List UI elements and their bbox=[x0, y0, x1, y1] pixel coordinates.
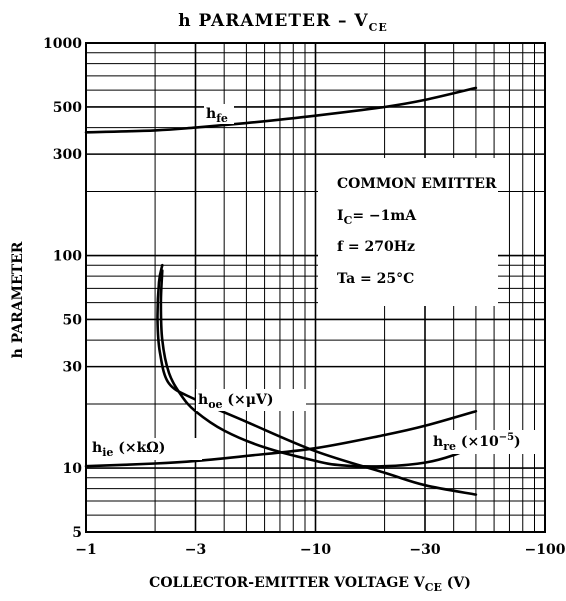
conditions-line2: IC= −1mA bbox=[337, 208, 417, 227]
x-tick-label: −1 bbox=[75, 542, 96, 558]
label-bg-hfe bbox=[204, 104, 234, 124]
x-tick-label: −3 bbox=[185, 542, 206, 558]
x-axis-label: COLLECTOR-EMITTER VOLTAGE VCE (V) bbox=[149, 575, 471, 594]
y-tick-label: 300 bbox=[53, 147, 82, 163]
x-axis-label-sub: CE bbox=[425, 581, 442, 594]
conditions-line3: f = 270Hz bbox=[337, 239, 415, 255]
label-hie-main: h bbox=[92, 440, 102, 456]
series-line-hre bbox=[159, 269, 478, 468]
series-labels: hfe hoe (×μV) hie (×kΩ) hre (×10−5) bbox=[90, 104, 542, 460]
x-axis-label-suffix: (V) bbox=[442, 575, 471, 591]
series-line-hoe bbox=[156, 263, 478, 496]
y-tick-label: 5 bbox=[72, 525, 82, 541]
label-hre-sub: re bbox=[443, 440, 456, 453]
x-tick-label: −30 bbox=[409, 542, 440, 558]
label-hoe-sub: oe bbox=[208, 398, 222, 411]
x-axis-label-main: COLLECTOR-EMITTER VOLTAGE V bbox=[149, 575, 426, 591]
y-tick-label: 10 bbox=[63, 461, 83, 477]
conditions-line1: COMMON EMITTER bbox=[337, 176, 497, 192]
label-hre-main: h bbox=[433, 434, 443, 450]
label-bg-hre bbox=[430, 430, 542, 454]
chart-title-sub: CE bbox=[369, 21, 388, 34]
label-bg-hoe bbox=[196, 389, 306, 411]
conditions-line2-main: I bbox=[337, 208, 344, 224]
label-hre-sup: −5 bbox=[499, 432, 514, 443]
y-tick-label: 50 bbox=[63, 312, 83, 328]
y-tick-label: 100 bbox=[53, 249, 82, 265]
label-hoe-rest: (×μV) bbox=[223, 392, 274, 408]
y-tick-labels: 5 10 30 50 100 300 500 1000 bbox=[43, 36, 82, 541]
x-tick-label: −100 bbox=[525, 542, 566, 558]
label-hfe: hfe bbox=[206, 106, 228, 125]
label-hie-sub: ie bbox=[102, 446, 113, 459]
y-tick-label: 1000 bbox=[43, 36, 82, 52]
label-hfe-main: h bbox=[206, 106, 216, 122]
label-hoe-main: h bbox=[198, 392, 208, 408]
y-tick-label: 500 bbox=[53, 100, 82, 116]
conditions-line2-rest: = −1mA bbox=[352, 208, 417, 224]
conditions-line2-sub: C bbox=[344, 214, 353, 227]
label-hre-rest: (×10 bbox=[456, 434, 499, 450]
label-hoe: hoe (×μV) bbox=[198, 392, 274, 411]
label-hie-rest: (×kΩ) bbox=[113, 440, 165, 456]
conditions-box bbox=[318, 158, 498, 306]
x-tick-labels: −1 −3 −10 −30 −100 bbox=[75, 542, 565, 558]
series-group bbox=[84, 86, 478, 496]
plot-frame bbox=[85, 42, 546, 533]
x-tick-label: −10 bbox=[300, 542, 331, 558]
label-bg-hie bbox=[90, 438, 202, 460]
chart-title: h PARAMETER – VCE bbox=[178, 11, 388, 34]
label-hfe-sub: fe bbox=[216, 112, 228, 125]
y-axis-label: h PARAMETER bbox=[10, 241, 26, 358]
series-line-hfe bbox=[84, 86, 478, 134]
y-tick-label: 30 bbox=[63, 360, 83, 376]
label-hie: hie (×kΩ) bbox=[92, 440, 165, 459]
chart-title-main: h PARAMETER – V bbox=[178, 11, 368, 31]
label-hre: hre (×10−5) bbox=[433, 432, 521, 453]
label-hre-end: ) bbox=[514, 434, 521, 450]
conditions-line4: Ta = 25°C bbox=[337, 271, 414, 287]
